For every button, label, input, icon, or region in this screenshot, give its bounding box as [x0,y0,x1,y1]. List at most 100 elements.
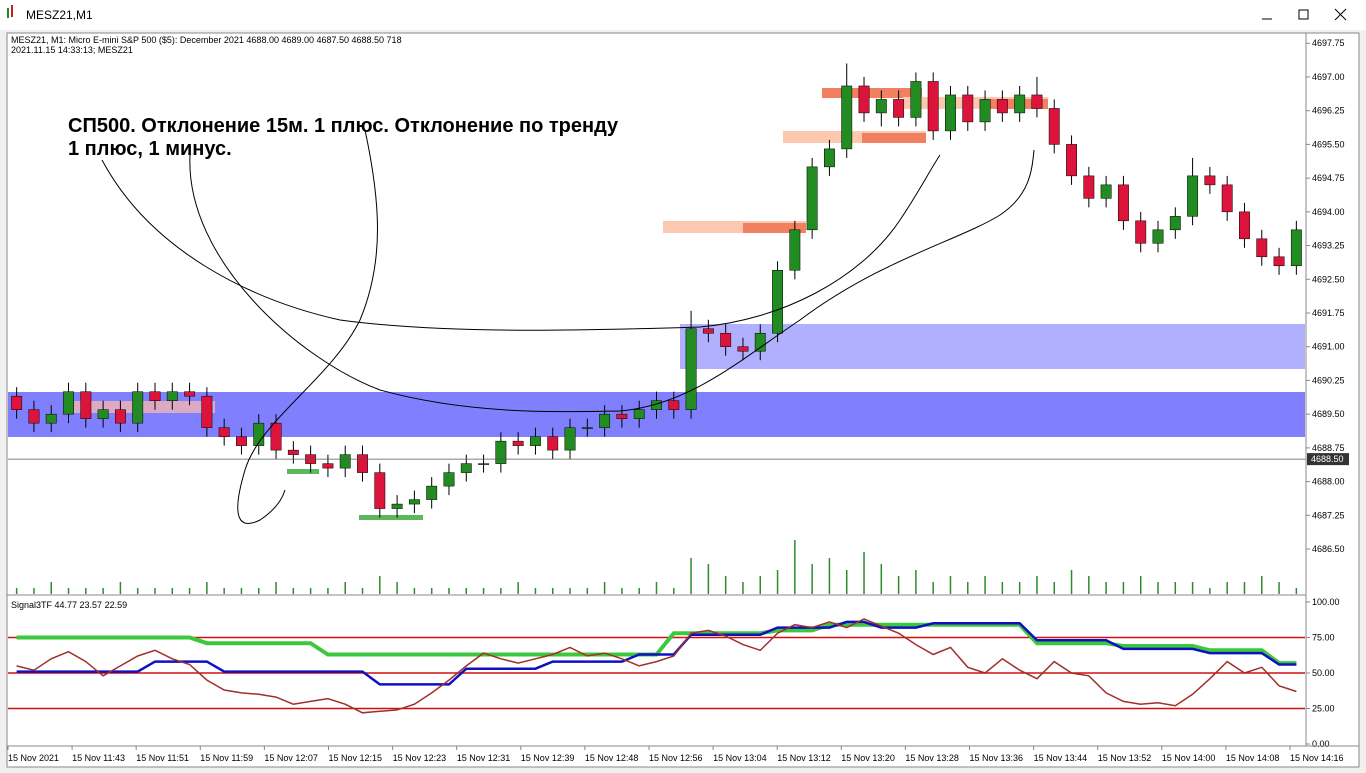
candle-body [426,485,438,500]
x-tick-label: 15 Nov 13:36 [970,753,1024,763]
x-tick-label: 15 Nov 12:15 [329,753,383,763]
x-tick-label: 15 Nov 12:56 [649,753,703,763]
x-tick-label: 15 Nov 13:20 [841,753,895,763]
candle-body [633,409,645,419]
candle-body [287,449,299,455]
candle-body [962,94,974,123]
candle-body [460,463,472,473]
candle-body [927,81,939,132]
candle-body [1187,175,1199,217]
candle-body [1204,175,1216,186]
y-tick-label: 4690.25 [1312,375,1345,385]
candle-body [754,332,766,352]
candle-body [1117,184,1129,222]
y-tick-label: 100.00 [1312,597,1340,607]
maximize-button[interactable] [1298,9,1309,20]
candle-body [1048,108,1060,145]
candle-body [80,391,92,419]
y-tick-label: 4697.00 [1312,72,1345,82]
y-tick-label: 4688.75 [1312,443,1345,453]
candle-body [478,463,490,465]
candle-body [1169,216,1181,231]
candle-body [28,409,40,424]
candle-body [945,94,956,132]
y-tick-label: 4696.25 [1312,106,1345,116]
candle-body [789,229,801,271]
window-title: MESZ21,M1 [26,8,93,22]
x-tick-label: 15 Nov 12:07 [264,753,318,763]
candle-body [201,395,213,428]
candle-body [581,427,593,429]
x-tick-label: 15 Nov 13:12 [777,753,831,763]
candle-body [11,395,23,410]
candle-body [1152,229,1164,244]
candle-body [737,346,749,352]
y-tick-label: 4691.00 [1312,342,1345,352]
y-tick-label: 4695.50 [1312,139,1345,149]
candle-body [391,503,403,509]
candle-body [858,85,870,114]
candle-body [772,270,783,334]
candle-body [443,472,455,487]
zone [680,324,1305,369]
y-tick-label: 50.00 [1312,668,1335,678]
candle-body [512,440,524,446]
y-tick-label: 4697.75 [1312,38,1345,48]
candle-body [339,454,351,469]
candle-body [996,99,1008,114]
x-tick-label: 15 Nov 14:08 [1226,753,1280,763]
x-tick-label: 15 Nov 13:28 [905,753,959,763]
x-tick-label: 15 Nov 13:04 [713,753,767,763]
candle-body [1290,229,1302,267]
zone [862,133,926,143]
x-tick-label: 15 Nov 14:00 [1162,753,1216,763]
candle-body [166,391,178,401]
x-tick-label: 15 Nov 12:48 [585,753,639,763]
candle-body [564,427,576,451]
candle-body [893,99,905,118]
candle-body [702,328,714,334]
x-tick-label: 15 Nov 14:16 [1290,753,1344,763]
y-tick-label: 4691.75 [1312,308,1345,318]
app-icon [7,8,9,18]
candle-body [910,81,922,118]
title-bar [0,0,1366,30]
candle-body [685,328,697,410]
zone [743,223,806,233]
y-tick-label: 4694.00 [1312,207,1345,217]
drawn-curve [101,154,941,331]
app-icon [11,5,13,17]
x-tick-label: 15 Nov 13:44 [1034,753,1088,763]
x-tick-label: 15 Nov 12:39 [521,753,575,763]
candle-body [114,409,126,424]
indicator-line [16,620,1297,686]
candle-body [1239,211,1250,240]
x-tick-label: 15 Nov 12:31 [457,753,511,763]
candle-body [979,99,991,123]
annotation: 1 плюс, 1 минус. [68,138,232,160]
x-tick-label: 15 Nov 11:51 [136,753,189,763]
x-tick-label: 15 Nov 11:59 [200,753,253,763]
drawn-curve [189,149,1035,413]
zone [359,515,423,520]
candle-body [875,99,887,114]
candle-body [357,454,368,473]
candle-body [530,436,541,446]
annotation: СП500. Отклонение 15м. 1 плюс. Отклонени… [68,115,619,137]
hand-drawing [101,129,1035,524]
close-button[interactable] [1334,8,1347,21]
y-tick-label: 4688.00 [1312,477,1345,487]
y-tick-label: 25.00 [1312,704,1335,714]
candle-body [149,391,161,401]
drawn-curve [237,129,378,524]
last-price-box [1307,453,1349,466]
y-tick-label: 4693.25 [1312,241,1345,251]
symbol-time: 2021.11.15 14:33:13; MESZ21 [11,45,133,55]
candle-body [1031,94,1043,109]
candle-body [806,166,818,231]
candle-body [322,463,334,469]
last-price-label: 4688.50 [1311,454,1344,464]
candle-body [1256,238,1268,258]
candle-body [495,440,507,464]
